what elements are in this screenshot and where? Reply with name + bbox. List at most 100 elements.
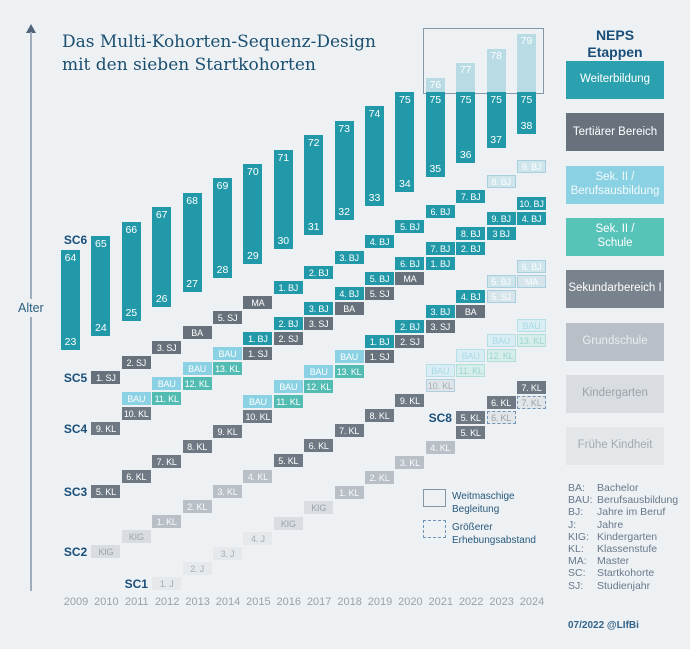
stage-box: 10. KL	[121, 407, 151, 420]
abbreviation-value: Jahre im Beruf	[597, 506, 666, 519]
abbreviation-key: KIG:	[568, 530, 590, 543]
stage-box: 6. KL	[121, 470, 151, 483]
stage-box: 6. KL	[304, 439, 334, 452]
sc6-bar-2017: 72 31	[304, 135, 324, 235]
abbreviation-value: Bachelor	[597, 482, 639, 494]
bar-bottom-age: 26	[155, 292, 168, 305]
diagram-title: Das Multi-Kohorten-Sequenz-Design mit de…	[62, 32, 377, 75]
abbreviation-row: BA: Bachelor	[568, 482, 638, 494]
year-label-2014: 2014	[215, 596, 241, 608]
stage-box: 6. BJ	[425, 205, 455, 218]
abbreviation-value: Studienjahr	[597, 579, 651, 592]
year-label-2016: 2016	[276, 596, 302, 608]
stage-box: BAU	[273, 380, 303, 393]
stage-box: 8. KL	[182, 440, 212, 453]
bar-light-age: 79	[520, 35, 533, 48]
abbreviation-value: Jahre	[597, 518, 624, 531]
stage-box: 1. J	[152, 577, 182, 590]
sc6-bar-light-2024: 79	[517, 34, 536, 92]
sc6-bar-2010: 65 24	[91, 236, 111, 336]
legend-solid-label: Weitmaschige Begleitung	[452, 491, 515, 515]
stage-box: BAU	[243, 395, 273, 408]
year-label-2017: 2017	[306, 596, 332, 608]
bar-bottom-age: 36	[459, 148, 472, 161]
abbreviation-value: Startkohorte	[597, 567, 655, 580]
cohort-label-SC3: SC3	[63, 485, 88, 499]
stage-box: 3. BJ	[425, 305, 455, 318]
abbreviation-row: MA: Master	[568, 555, 629, 567]
stage-box: 2. KL	[182, 500, 212, 513]
sc6-bar-2015: 70 29	[243, 164, 263, 264]
stage-box: 5. KL	[456, 426, 486, 439]
stage-box: 3. BJ	[304, 302, 334, 315]
bar-bottom-age: 24	[95, 321, 107, 334]
stage-box: 3. KL	[213, 485, 242, 498]
year-label-2015: 2015	[246, 596, 271, 608]
stage-box: 1. BJ	[273, 281, 303, 294]
age-axis-label: Alter	[17, 299, 45, 317]
weitmaschige-begleitung-outline	[423, 28, 544, 94]
stage-box: 4. KL	[425, 441, 455, 454]
bar-top-age: 65	[95, 238, 107, 250]
stage-box: BAU	[425, 364, 455, 377]
bar-top-age: 66	[125, 223, 138, 236]
abbreviation-value: Berufsausbildung	[597, 494, 679, 507]
sc6-bar-2023: 75 37	[486, 92, 506, 149]
year-label-2021: 2021	[428, 596, 454, 608]
cohort-label-SC1: SC1	[124, 577, 148, 591]
stage-box: 1. BJ	[243, 332, 273, 345]
year-label-2023: 2023	[489, 596, 514, 608]
stage-box: 7. KL	[152, 455, 182, 468]
stage-box: 5. BJ	[365, 272, 394, 285]
year-label-2012: 2012	[154, 596, 180, 608]
legend-stage-frühe-kindheit: Frühe Kindheit	[566, 427, 664, 466]
stage-box: BA	[334, 302, 364, 315]
stage-box: 5. SJ	[213, 311, 242, 324]
legend-stage-grundschule: Grundschule	[566, 322, 664, 361]
stage-box: 13. KL	[213, 362, 242, 375]
sc6-bar-2013: 68 27	[182, 192, 202, 293]
abbreviation-row: KL: Klassenstufe	[568, 543, 657, 555]
year-label-2009: 2009	[63, 596, 89, 608]
stage-box: KIG	[91, 545, 121, 558]
abbreviation-row: BJ: Jahre im Beruf	[568, 506, 665, 518]
cohort-label-SC2: SC2	[63, 545, 88, 559]
year-label-2020: 2020	[398, 596, 423, 608]
bar-bottom-age: 27	[186, 278, 198, 291]
legend-stage-sek-ii-schule: Sek. II / Schule	[566, 217, 664, 256]
legend-stage-tertiärer-bereich: Tertiärer Bereich	[566, 113, 664, 152]
stage-box: 9. KL	[395, 394, 425, 407]
stage-box: 9. BJ	[486, 212, 516, 225]
stage-box: BAU	[486, 334, 516, 347]
stage-box: 12. KL	[486, 349, 516, 362]
bar-top-age: 69	[216, 180, 229, 193]
stage-box: 7. BJ	[425, 242, 455, 255]
bar-bottom-age: 35	[429, 163, 442, 176]
stage-box: 5. SJ	[486, 290, 516, 303]
legend-solid-box-icon	[423, 489, 446, 507]
stage-box: KIG	[121, 530, 151, 543]
abbreviation-key: KL:	[568, 543, 584, 555]
year-label-2011: 2011	[124, 596, 149, 608]
stage-box: BAU	[152, 377, 182, 390]
abbreviation-row: BAU: Berufsausbildung	[568, 494, 678, 506]
stage-box: 2. BJ	[456, 242, 486, 255]
stage-box: 3. BJ	[334, 251, 364, 264]
sc6-bar-2019: 74 33	[365, 106, 384, 206]
stage-box: KIG	[273, 517, 303, 530]
stage-box: 1. SJ	[91, 371, 121, 384]
bar-top-age: 72	[307, 137, 320, 150]
stage-box: 6. KL	[486, 396, 516, 409]
stage-box: 7. KL	[517, 396, 546, 409]
sc6-bar-2011: 66 25	[121, 221, 141, 322]
abbreviation-value: Master	[597, 555, 630, 568]
stage-box: 4. KL	[243, 470, 273, 483]
cohort-label-SC4: SC4	[63, 422, 88, 436]
bar-bottom-age: 31	[307, 220, 320, 233]
sidebar-title: NEPS Etappen	[587, 27, 643, 60]
bar-top-age: 64	[64, 252, 77, 265]
abbreviation-key: BJ:	[568, 506, 584, 519]
legend-dashed-label: Größerer Erhebungsabstand	[452, 522, 536, 546]
sc6-bar-light-2022: 77	[456, 63, 476, 92]
